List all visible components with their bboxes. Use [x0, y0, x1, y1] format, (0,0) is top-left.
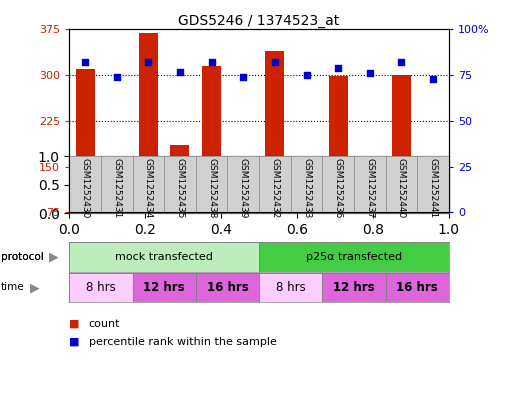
Text: GSM1252436: GSM1252436 — [333, 158, 343, 219]
Text: GSM1252433: GSM1252433 — [302, 158, 311, 219]
Text: GSM1252435: GSM1252435 — [175, 158, 185, 219]
Bar — [202, 66, 221, 212]
Point — [366, 70, 374, 77]
Text: protocol: protocol — [1, 252, 44, 262]
Text: 8 hrs: 8 hrs — [276, 281, 306, 294]
Text: GSM1252432: GSM1252432 — [270, 158, 280, 219]
Text: 16 hrs: 16 hrs — [397, 281, 438, 294]
Text: time: time — [1, 283, 25, 292]
Text: count: count — [89, 319, 120, 329]
Text: 12 hrs: 12 hrs — [333, 281, 375, 294]
Bar — [259, 273, 322, 302]
Bar — [69, 273, 132, 302]
Text: GSM1252431: GSM1252431 — [112, 158, 121, 219]
Point — [397, 59, 405, 66]
Point — [207, 59, 215, 66]
Text: ▶: ▶ — [30, 281, 40, 294]
Bar — [322, 273, 386, 302]
Text: GSM1252438: GSM1252438 — [207, 158, 216, 219]
Bar — [196, 273, 259, 302]
Text: GSM1252439: GSM1252439 — [239, 158, 248, 219]
Point — [144, 59, 152, 66]
Text: 16 hrs: 16 hrs — [207, 281, 248, 294]
Bar — [386, 273, 449, 302]
Point — [176, 68, 184, 75]
Text: ▶: ▶ — [49, 250, 58, 263]
Point — [429, 76, 437, 82]
Text: GSM1252441: GSM1252441 — [428, 158, 438, 219]
Text: mock transfected: mock transfected — [115, 252, 213, 262]
Bar — [234, 176, 253, 212]
Point — [81, 59, 89, 66]
Bar — [392, 75, 411, 212]
Text: p25α transfected: p25α transfected — [306, 252, 402, 262]
Bar — [297, 163, 316, 212]
Point — [113, 74, 121, 80]
Point — [239, 74, 247, 80]
Bar — [329, 76, 348, 212]
Point — [302, 72, 310, 78]
Bar — [139, 33, 158, 212]
Text: 8 hrs: 8 hrs — [86, 281, 116, 294]
Text: ■: ■ — [69, 319, 80, 329]
Bar — [132, 273, 196, 302]
Title: GDS5246 / 1374523_at: GDS5246 / 1374523_at — [179, 15, 340, 28]
Text: percentile rank within the sample: percentile rank within the sample — [89, 336, 277, 347]
Bar — [107, 176, 126, 212]
Text: protocol: protocol — [1, 252, 44, 262]
Point — [271, 59, 279, 66]
Text: GSM1252434: GSM1252434 — [144, 158, 153, 219]
Bar — [259, 242, 449, 272]
Text: GSM1252440: GSM1252440 — [397, 158, 406, 219]
Text: GSM1252430: GSM1252430 — [81, 158, 90, 219]
Text: ■: ■ — [69, 336, 80, 347]
Bar — [75, 69, 94, 212]
Bar — [170, 145, 189, 212]
Bar — [360, 160, 379, 212]
Bar — [265, 51, 284, 212]
Point — [334, 65, 342, 71]
Text: GSM1252437: GSM1252437 — [365, 158, 374, 219]
Bar — [424, 191, 443, 212]
Bar — [69, 242, 259, 272]
Text: 12 hrs: 12 hrs — [143, 281, 185, 294]
